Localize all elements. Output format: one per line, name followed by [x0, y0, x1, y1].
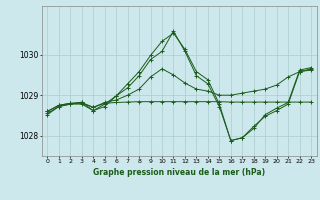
X-axis label: Graphe pression niveau de la mer (hPa): Graphe pression niveau de la mer (hPa): [93, 168, 265, 177]
